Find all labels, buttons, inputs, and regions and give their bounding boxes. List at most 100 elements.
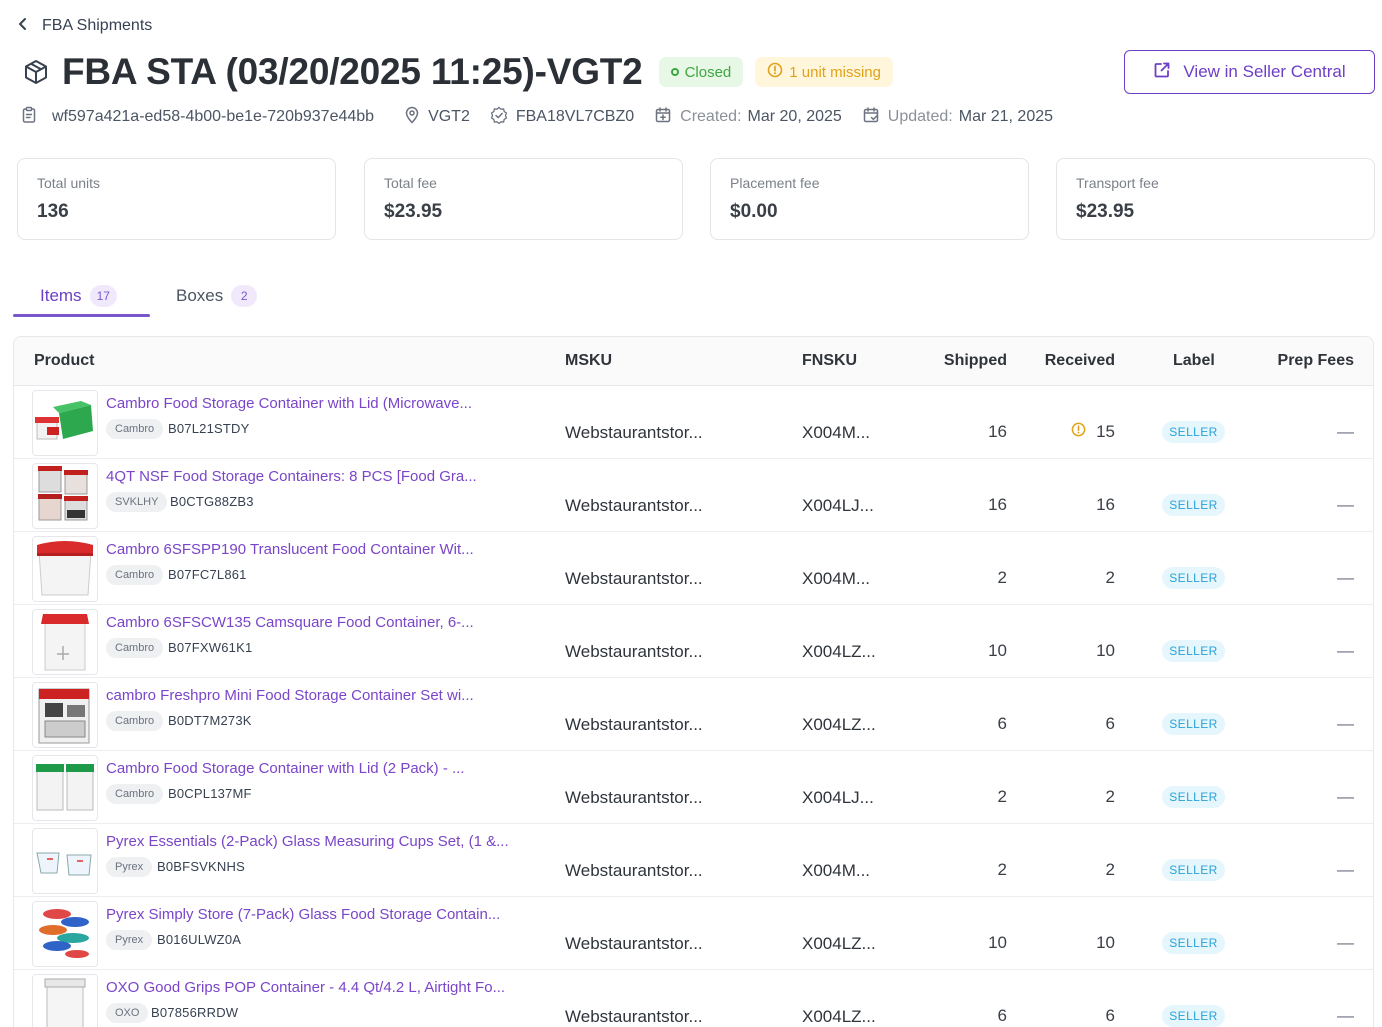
back-link[interactable]: FBA Shipments [18, 14, 152, 38]
asin-value: B0CTG88ZB3 [170, 494, 254, 509]
meta-created: Created: Mar 20, 2025 [654, 106, 842, 129]
received-value: 6 [1105, 714, 1115, 733]
card-total-units: Total units 136 [17, 158, 336, 240]
product-name-link[interactable]: Cambro 6SFSPP190 Translucent Food Contai… [106, 541, 474, 558]
brand-tag: Cambro [106, 784, 164, 804]
product-name-link[interactable]: OXO Good Grips POP Container - 4.4 Qt/4.… [106, 979, 506, 996]
column-header-product[interactable]: Product [34, 352, 95, 369]
card-label: Total fee [384, 175, 437, 191]
brand-tag: Cambro [106, 419, 164, 439]
shipped-value: 6 [997, 714, 1007, 733]
prep-fees-value: — [1337, 787, 1354, 806]
product-name-link[interactable]: Cambro Food Storage Container with Lid (… [106, 760, 465, 777]
table-row[interactable]: Cambro Food Storage Container with Lid (… [14, 751, 1373, 824]
received-cell: 2 [1106, 787, 1115, 807]
msku-value: Webstaurantstor... [565, 934, 703, 953]
table-row[interactable]: OXO Good Grips POP Container - 4.4 Qt/4.… [14, 970, 1373, 1027]
label-badge: SELLER [1162, 640, 1225, 662]
asin-value: B0DT7M273K [168, 713, 252, 728]
package-icon [22, 58, 50, 86]
shipment-id-value: FBA18VL7CBZ0 [515, 108, 635, 125]
product-thumbnail[interactable] [32, 682, 98, 748]
tab-boxes-count: 2 [231, 285, 258, 307]
product-name-link[interactable]: Cambro 6SFSCW135 Camsquare Food Containe… [106, 614, 474, 631]
fnsku-value: X004LZ... [802, 934, 876, 953]
asin-value: B07FXW61K1 [168, 640, 253, 655]
prep-fees-value: — [1337, 495, 1354, 514]
received-cell: 10 [1096, 933, 1115, 953]
column-header-shipped[interactable]: Shipped [943, 352, 1007, 369]
shipment-uuid-value: wf597a421a-ed58-4b00-be1e-720b937e44bb [52, 108, 375, 125]
received-value: 15 [1096, 422, 1115, 441]
table-row[interactable]: Cambro 6SFSCW135 Camsquare Food Containe… [14, 605, 1373, 678]
asin-value: B0BFSVKNHS [157, 859, 245, 874]
warning-badge: 1 unit missing [755, 57, 893, 87]
product-thumbnail[interactable] [32, 390, 98, 456]
prep-fees-value: — [1337, 714, 1354, 733]
status-badge: Closed [658, 57, 744, 87]
received-value: 2 [1105, 860, 1115, 879]
title-row: FBA STA (03/20/2025 11:25)-VGT2 Closed 1… [22, 50, 893, 94]
column-header-fnsku[interactable]: FNSKU [802, 352, 858, 369]
shipped-value: 2 [997, 568, 1007, 587]
view-in-seller-central-button[interactable]: View in Seller Central [1124, 50, 1375, 94]
product-name-link[interactable]: 4QT NSF Food Storage Containers: 8 PCS [… [106, 468, 477, 485]
product-thumbnail[interactable] [32, 463, 98, 529]
table-row[interactable]: 4QT NSF Food Storage Containers: 8 PCS [… [14, 459, 1373, 532]
table-row[interactable]: cambro Freshpro Mini Food Storage Contai… [14, 678, 1373, 751]
column-header-label[interactable]: Label [1173, 352, 1215, 369]
product-thumbnail[interactable] [32, 536, 98, 602]
meta-shipment-id: FBA18VL7CBZ0 [490, 106, 634, 129]
msku-value: Webstaurantstor... [565, 788, 703, 807]
card-label: Total units [37, 175, 101, 191]
tab-boxes[interactable]: Boxes 2 [176, 276, 258, 316]
product-name-link[interactable]: Cambro Food Storage Container with Lid (… [106, 395, 472, 412]
product-thumbnail[interactable] [32, 901, 98, 967]
product-name-link[interactable]: Pyrex Simply Store (7-Pack) Glass Food S… [106, 906, 501, 923]
column-header-received[interactable]: Received [1044, 352, 1115, 369]
product-thumbnail[interactable] [32, 828, 98, 894]
card-value: $0.00 [730, 201, 778, 222]
shipped-value: 2 [997, 787, 1007, 806]
back-link-label: FBA Shipments [42, 17, 153, 34]
shipped-value: 2 [997, 860, 1007, 879]
asin-value: B07L21STDY [168, 421, 250, 436]
product-thumbnail[interactable] [32, 609, 98, 675]
brand-tag: SVKLHY [106, 492, 168, 512]
verified-badge-icon [490, 106, 508, 129]
meta-shipment-uuid: wf597a421a-ed58-4b00-be1e-720b937e44bb [20, 106, 374, 129]
product-name-link[interactable]: cambro Freshpro Mini Food Storage Contai… [106, 687, 474, 704]
meta-updated: Updated: Mar 21, 2025 [862, 106, 1053, 129]
meta-warehouse: VGT2 [404, 106, 470, 129]
column-header-prep-fees[interactable]: Prep Fees [1277, 352, 1354, 369]
created-label: Created: [680, 108, 742, 125]
column-header-msku[interactable]: MSKU [565, 352, 613, 369]
received-value: 10 [1096, 641, 1115, 660]
asin-value: B07FC7L861 [168, 567, 247, 582]
table-row[interactable]: Pyrex Essentials (2-Pack) Glass Measurin… [14, 824, 1373, 897]
updated-value: Mar 21, 2025 [958, 108, 1054, 125]
tab-items[interactable]: Items 17 [40, 276, 117, 316]
status-dot-icon [670, 68, 679, 76]
created-value: Mar 20, 2025 [747, 108, 842, 125]
shipped-value: 6 [997, 1006, 1007, 1025]
asin-value: B07856RRDW [151, 1005, 239, 1020]
prep-fees-value: — [1337, 422, 1354, 441]
received-value: 16 [1096, 495, 1115, 514]
msku-value: Webstaurantstor... [565, 423, 703, 442]
items-table: Product MSKU FNSKU Shipped Received Labe… [13, 336, 1374, 1027]
shipped-value: 10 [988, 933, 1007, 952]
product-name-link[interactable]: Pyrex Essentials (2-Pack) Glass Measurin… [106, 833, 509, 850]
received-cell: 2 [1106, 568, 1115, 588]
table-row[interactable]: Pyrex Simply Store (7-Pack) Glass Food S… [14, 897, 1373, 970]
table-row[interactable]: Cambro Food Storage Container with Lid (… [14, 386, 1373, 459]
product-thumbnail[interactable] [32, 755, 98, 821]
received-value: 6 [1105, 1006, 1115, 1025]
table-row[interactable]: Cambro 6SFSPP190 Translucent Food Contai… [14, 532, 1373, 605]
brand-tag: OXO [106, 1003, 149, 1023]
warning-icon [1071, 422, 1086, 442]
tab-items-label: Items [40, 286, 82, 305]
fnsku-value: X004LZ... [802, 1007, 876, 1026]
product-thumbnail[interactable] [32, 974, 98, 1027]
msku-value: Webstaurantstor... [565, 642, 703, 661]
